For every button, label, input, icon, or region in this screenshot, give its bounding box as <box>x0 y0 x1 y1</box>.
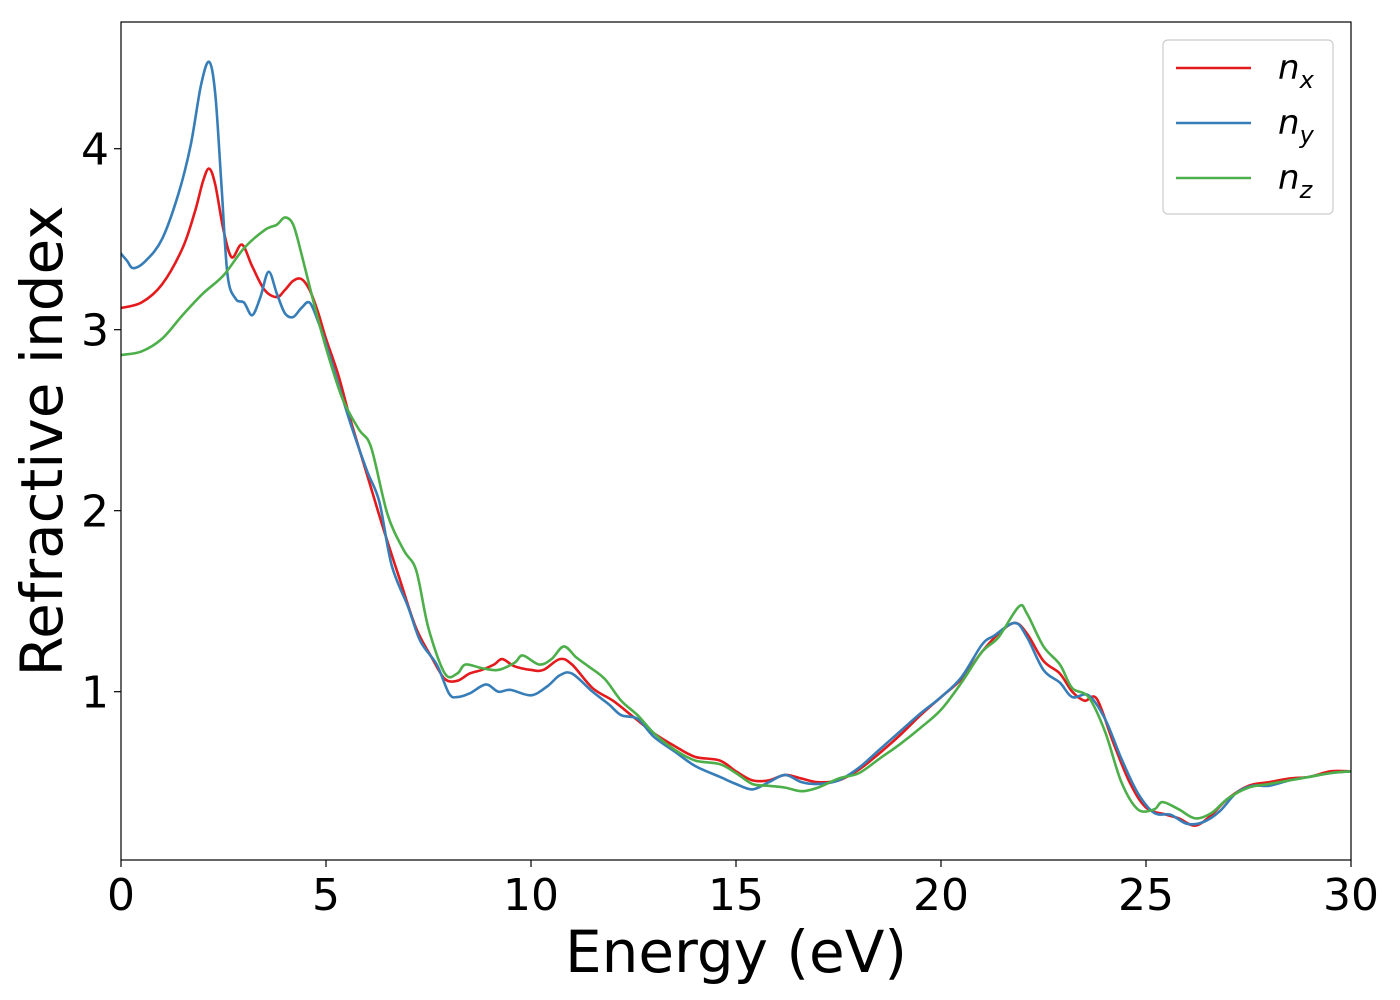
series-line-y <box>121 60 1351 826</box>
legend-label-subscript: z <box>1299 176 1314 204</box>
x-tick-label: 30 <box>1323 870 1379 921</box>
legend-item-z: nz <box>1176 158 1314 204</box>
y-tick-label: 3 <box>81 306 109 357</box>
y-axis-ticks: 1 2 3 4 <box>81 125 121 719</box>
series-line-z <box>121 216 1351 820</box>
legend-item-y: ny <box>1176 103 1315 149</box>
legend-label-main: n <box>1278 48 1300 88</box>
legend-label: nx <box>1278 48 1315 94</box>
x-axis-ticks: 0 5 10 15 20 25 30 <box>107 860 1379 921</box>
legend-frame <box>1162 39 1334 215</box>
y-tick-label: 4 <box>81 125 109 176</box>
x-tick-label: 0 <box>107 870 135 921</box>
legend-label-subscript: y <box>1299 121 1315 149</box>
x-tick-label: 20 <box>913 870 969 921</box>
legend-label-subscript: x <box>1299 66 1315 94</box>
legend-label-main: n <box>1278 158 1300 198</box>
y-tick-label: 1 <box>81 668 109 719</box>
x-tick-label: 10 <box>503 870 559 921</box>
legend-label-main: n <box>1278 103 1300 143</box>
y-tick-label: 2 <box>81 487 109 538</box>
legend-label: nz <box>1278 158 1314 204</box>
y-axis-label: Refractive index <box>8 205 76 676</box>
x-tick-label: 25 <box>1118 870 1174 921</box>
x-axis-label: Energy (eV) <box>565 918 907 986</box>
series-layer <box>121 60 1351 827</box>
legend-label: ny <box>1278 103 1315 149</box>
legend-item-x: nx <box>1176 48 1315 94</box>
x-tick-label: 5 <box>312 870 340 921</box>
x-tick-label: 15 <box>708 870 764 921</box>
